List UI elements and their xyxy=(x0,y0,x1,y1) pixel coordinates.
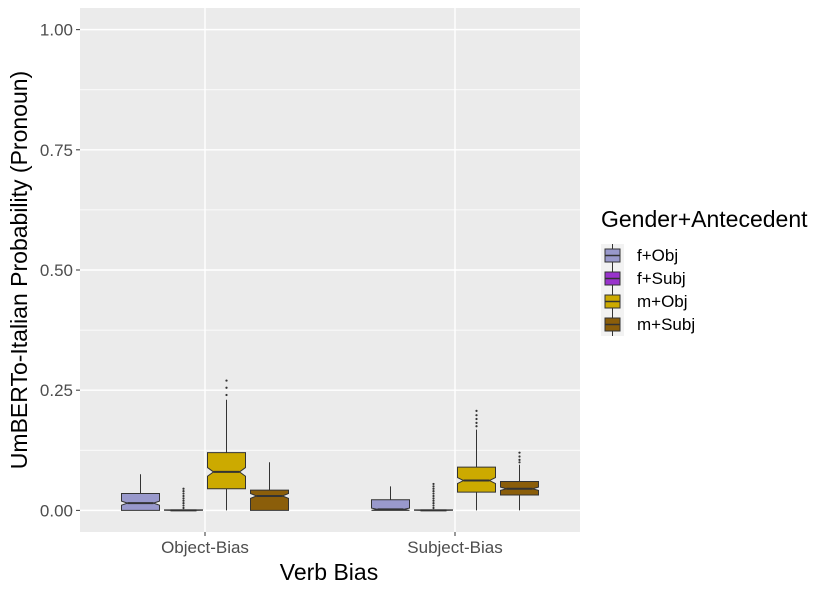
box-m+Obj-Subject-Bias xyxy=(457,409,496,511)
outlier-point xyxy=(182,497,185,500)
outlier-point xyxy=(182,494,185,498)
outlier-point xyxy=(432,482,435,486)
outlier-point xyxy=(225,386,228,389)
box-f+Obj-Subject-Bias xyxy=(371,486,410,511)
legend-item-m+Obj: m+Obj xyxy=(601,290,688,313)
box-body xyxy=(207,452,246,490)
legend-label: m+Subj xyxy=(637,315,695,334)
outlier-point xyxy=(432,487,435,490)
x-tick-label: Object-Bias xyxy=(161,538,249,557)
box-body xyxy=(250,489,289,511)
legend-item-m+Subj: m+Subj xyxy=(601,313,695,336)
x-axis-title: Verb Bias xyxy=(280,559,378,585)
outlier-point xyxy=(518,461,521,464)
y-axis: 0.00 0.25 0.50 0.75 1.00 xyxy=(40,21,80,520)
outlier-point xyxy=(518,455,521,458)
y-tick-label: 0.25 xyxy=(40,381,73,400)
outlier-point xyxy=(432,492,435,495)
legend-label: f+Obj xyxy=(637,246,678,265)
box-f+Subj-Object-Bias xyxy=(164,487,203,512)
outlier-point xyxy=(182,506,185,510)
box-f+Obj-Object-Bias xyxy=(121,474,160,511)
outlier-point xyxy=(182,504,185,507)
outlier-point xyxy=(225,393,228,397)
outlier-point xyxy=(432,502,435,505)
y-axis-title: UmBERTo-Italian Probability (Pronoun) xyxy=(6,71,32,469)
legend-label: m+Obj xyxy=(637,292,688,311)
outlier-point xyxy=(518,451,521,454)
box-m+Obj-Object-Bias xyxy=(207,379,246,511)
legend: f+Obj f+Subj m+Obj m+Subj xyxy=(601,244,695,336)
outlier-point xyxy=(225,379,228,382)
outlier-point xyxy=(432,499,435,502)
legend-item-f+Obj: f+Obj xyxy=(601,244,678,267)
outlier-point xyxy=(182,490,185,493)
minor-gridlines xyxy=(80,89,580,451)
legend-item-f+Subj: f+Subj xyxy=(601,267,686,290)
outlier-point xyxy=(182,487,185,490)
outlier-point xyxy=(475,409,478,412)
y-tick-label: 0.50 xyxy=(40,261,73,280)
legend-title: Gender+Antecedent xyxy=(601,206,808,232)
x-tick-label: Subject-Bias xyxy=(407,538,502,557)
outlier-point xyxy=(432,504,435,507)
outlier-point xyxy=(518,458,521,461)
outlier-point xyxy=(432,506,435,510)
outlier-point xyxy=(432,490,435,493)
boxes-layer xyxy=(121,379,539,512)
major-gridlines xyxy=(80,8,580,532)
outlier-point xyxy=(475,414,478,417)
outlier-point xyxy=(182,499,185,502)
x-axis: Object-Bias Subject-Bias xyxy=(161,532,503,557)
legend-label: f+Subj xyxy=(637,269,686,288)
y-tick-label: 0.00 xyxy=(40,501,73,520)
outlier-point xyxy=(432,497,435,500)
y-tick-label: 1.00 xyxy=(40,21,73,40)
outlier-point xyxy=(432,485,435,488)
box-m+Subj-Object-Bias xyxy=(250,462,289,511)
outlier-point xyxy=(182,492,185,495)
outlier-point xyxy=(475,421,478,424)
box-body xyxy=(371,499,410,511)
outlier-point xyxy=(182,502,185,505)
y-tick-label: 0.75 xyxy=(40,141,73,160)
box-body xyxy=(121,493,160,511)
outlier-point xyxy=(432,494,435,498)
outlier-point xyxy=(475,417,478,421)
box-f+Subj-Subject-Bias xyxy=(414,482,453,512)
box-m+Subj-Subject-Bias xyxy=(500,451,539,511)
outlier-point xyxy=(475,425,478,428)
